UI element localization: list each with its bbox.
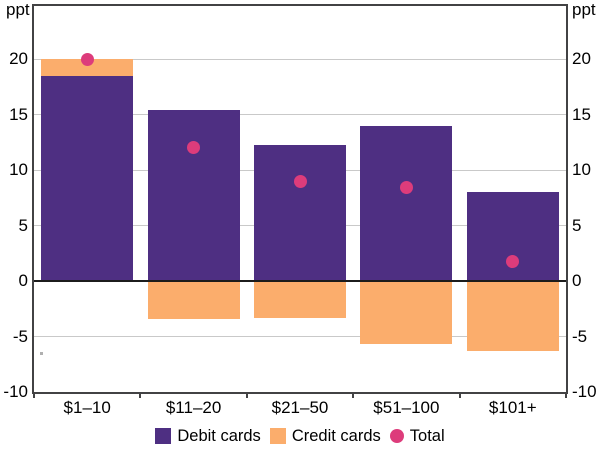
x-axis-tick: [245, 392, 248, 398]
y-label-right-10: 10: [572, 160, 591, 180]
x-label-1: $1–10: [63, 398, 111, 417]
zero-line: [34, 280, 566, 283]
legend: Debit cards Credit cards Total: [0, 426, 600, 446]
y-label-right--10: -10: [572, 382, 597, 401]
x-axis-tick: [565, 392, 567, 398]
stray-mark: [40, 352, 43, 355]
bar-credit-cards-4: [360, 281, 453, 345]
bar-debit-cards-5: [466, 192, 559, 282]
bar-credit-cards-1: [41, 59, 134, 76]
y-label-right-15: 15: [572, 104, 591, 124]
y-label-left--5: -5: [12, 326, 28, 346]
y-label-right-5: 5: [572, 215, 582, 235]
gridline-y-15: [34, 114, 566, 116]
bar-debit-cards-3: [254, 144, 346, 282]
y-axis-unit-left: ppt: [6, 0, 30, 19]
total-dot-1: [80, 52, 94, 66]
legend-item-credit-cards: Credit cards: [269, 426, 381, 446]
bar-credit-cards-5: [466, 281, 559, 351]
y-axis-unit-right: ppt: [572, 0, 596, 19]
gridline-y-20: [34, 58, 566, 60]
legend-label: Total: [409, 427, 445, 445]
x-label-4: $51–100: [373, 398, 440, 417]
y-label-right--5: -5: [572, 326, 588, 346]
x-axis-labels: $1–10 $11–20 $21–50 $51–100 $101+: [0, 398, 600, 420]
legend-item-total: Total: [389, 426, 445, 446]
plot-area: [32, 4, 568, 398]
x-axis-tick: [139, 392, 142, 398]
gridline-y--5: [34, 336, 566, 338]
legend-label: Credit cards: [291, 427, 381, 445]
legend-label: Debit cards: [177, 427, 261, 445]
total-dot-5: [506, 254, 520, 268]
y-label-right-20: 20: [572, 49, 591, 69]
y-axis-labels-left: -10 -5 0 5 10 15 20: [0, 0, 28, 452]
bar-debit-cards-2: [147, 110, 240, 282]
y-label-left-20: 20: [9, 49, 28, 69]
legend-circle-swatch: [389, 429, 404, 443]
y-label-left-0: 0: [18, 271, 28, 291]
y-label-right-0: 0: [572, 271, 582, 291]
legend-item-debit-cards: Debit cards: [155, 426, 261, 446]
y-label-left-15: 15: [9, 104, 28, 124]
x-axis-tick: [458, 392, 461, 398]
y-label-left-10: 10: [9, 160, 28, 180]
total-dot-3: [293, 174, 307, 188]
legend-square-swatch: [269, 428, 286, 444]
x-label-3: $21–50: [271, 398, 329, 417]
y-label-left-5: 5: [18, 215, 28, 235]
total-dot-2: [187, 141, 201, 155]
bar-credit-cards-3: [254, 281, 346, 318]
bar-debit-cards-1: [41, 75, 134, 282]
bar-debit-cards-4: [360, 125, 453, 282]
x-label-2: $11–20: [165, 398, 222, 417]
x-axis-tick: [33, 392, 35, 398]
x-label-5: $101+: [488, 398, 537, 417]
total-dot-4: [399, 181, 413, 195]
bar-credit-cards-2: [147, 281, 240, 319]
y-label-left--10: -10: [3, 382, 28, 401]
y-axis-labels-right: -10 -5 0 5 10 15 20: [572, 0, 600, 452]
x-axis-tick: [352, 392, 355, 398]
legend-square-swatch: [155, 428, 172, 444]
